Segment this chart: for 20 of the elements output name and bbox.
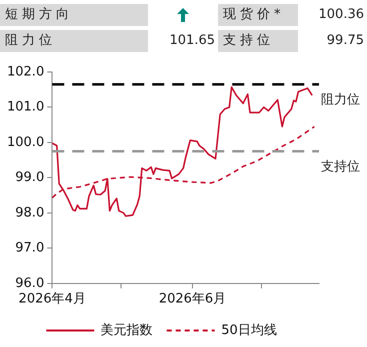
text: 100.36 <box>318 6 364 24</box>
x-tick-label: 2026年4月 <box>18 292 86 307</box>
legend-label: 美元指数 <box>100 322 153 338</box>
text: 101.65 <box>168 32 215 50</box>
text: 99.75 <box>326 32 364 50</box>
text: 现货价* <box>218 4 298 26</box>
y-tick-label: 98.0 <box>15 205 44 220</box>
y-tick-label: 99.0 <box>15 170 44 186</box>
y-tick-label: 96.0 <box>15 276 44 291</box>
x-tick-label: 2026年6月 <box>158 292 226 307</box>
y-tick-label: 100.0 <box>7 134 44 150</box>
legend-label: 50日均线 <box>221 322 277 338</box>
text: 短期方向 <box>0 4 148 26</box>
ref-line-label: 支持位 <box>321 160 360 175</box>
y-tick-label: 102.0 <box>7 64 44 80</box>
y-tick-label: 97.0 <box>15 240 44 256</box>
ref-line-label: 阻力位 <box>321 92 360 108</box>
y-tick-label: 101.0 <box>7 100 44 115</box>
text: 阻力位 <box>0 30 148 52</box>
text: 支持位 <box>218 30 298 52</box>
